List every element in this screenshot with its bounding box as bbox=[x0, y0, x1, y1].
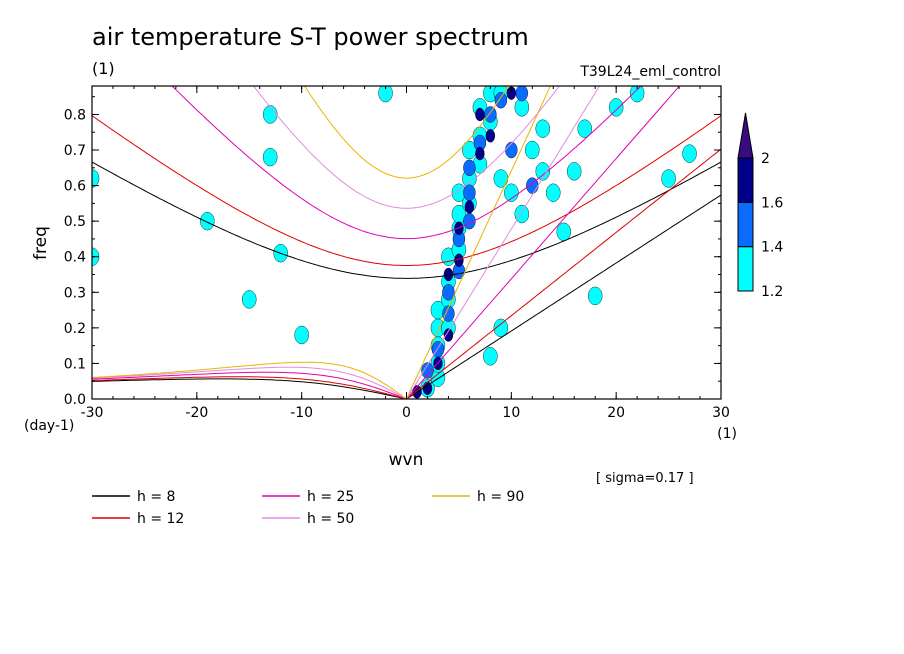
chart-title: air temperature S-T power spectrum bbox=[92, 23, 529, 51]
y-tick-label: 0.6 bbox=[64, 179, 86, 195]
contour-patch-1.4 bbox=[484, 106, 497, 123]
contour-patch-1.2 bbox=[483, 347, 498, 366]
contour-patch-1.6 bbox=[485, 129, 496, 143]
y-axis: 0.0 0.1 0.2 0.3 0.4 0.5 0.6 0.7 0.8 bbox=[64, 96, 721, 408]
contour-patch-1.2 bbox=[493, 318, 509, 338]
rossby-wave-h50 bbox=[92, 366, 407, 399]
y-tick-label: 0.2 bbox=[64, 321, 86, 337]
contour-patch-1.2 bbox=[577, 119, 592, 138]
y-tick-label: 0.3 bbox=[64, 285, 86, 301]
plot-frame bbox=[91, 85, 722, 400]
contour-patch-1.2 bbox=[294, 325, 309, 345]
legend-label: h = 25 bbox=[307, 489, 354, 505]
y-tick-label: 0.8 bbox=[64, 107, 86, 123]
rossby-wave-h8 bbox=[92, 378, 407, 399]
colorbar-label: 1.6 bbox=[761, 195, 783, 211]
y-tick-label: 0.0 bbox=[64, 392, 86, 408]
y-axis-unit: (day-1) bbox=[24, 418, 74, 434]
x-tick-label: -30 bbox=[81, 405, 104, 421]
contour-patch-1.2 bbox=[493, 169, 509, 188]
dispersion-curves bbox=[92, 86, 721, 399]
contour-patch-1.2 bbox=[682, 144, 697, 163]
contour-patch-1.2 bbox=[556, 222, 571, 242]
contour-patch-1.4 bbox=[505, 141, 518, 159]
y-tick-label: 0.5 bbox=[64, 214, 86, 230]
kelvin-wave-h12 bbox=[406, 148, 721, 399]
x-tick-label: 20 bbox=[607, 405, 625, 421]
x-axis-unit: (1) bbox=[717, 426, 737, 442]
contour-patch-1.4 bbox=[442, 284, 455, 301]
colorbar-label: 2 bbox=[761, 151, 770, 167]
contour-patch-1.2 bbox=[629, 86, 645, 103]
contour-patch-1.2 bbox=[378, 86, 393, 103]
colorbar-box bbox=[737, 157, 754, 203]
x-axis: -30 -20 -10 0 10 20 30 bbox=[81, 86, 730, 421]
contour-patch-1.6 bbox=[443, 328, 454, 342]
contour-patch-1.2 bbox=[525, 140, 540, 160]
colorbar-box bbox=[737, 201, 754, 248]
contour-patch-1.2 bbox=[263, 105, 278, 124]
colorbar-label: 1.2 bbox=[761, 284, 783, 300]
x-tick-label: 10 bbox=[502, 405, 520, 421]
contour-layer bbox=[92, 86, 697, 399]
contour-patch-1.2 bbox=[567, 162, 582, 181]
kelvin-wave-h25 bbox=[406, 86, 681, 399]
contour-patch-1.2 bbox=[242, 290, 257, 309]
contour-patch-1.4 bbox=[494, 92, 508, 109]
colorbar-box bbox=[737, 246, 754, 292]
chart-subtitle-right: T39L24_eml_control bbox=[579, 64, 721, 80]
x-tick-label: -20 bbox=[185, 405, 208, 421]
contour-patch-1.6 bbox=[475, 146, 485, 161]
contour-patch-1.2 bbox=[504, 183, 519, 202]
contour-patch-1.2 bbox=[92, 169, 100, 188]
y-tick-label: 0.7 bbox=[64, 143, 86, 159]
colorbar-arrow bbox=[737, 112, 754, 159]
gravity-wave-h8 bbox=[92, 161, 721, 279]
legend: h = 8 h = 12 h = 25 h = 50 h = 90 bbox=[92, 489, 524, 527]
kelvin-wave-h90 bbox=[406, 86, 551, 399]
contour-patch-1.4 bbox=[463, 159, 476, 177]
y-axis-label: freq bbox=[31, 226, 51, 260]
contour-patch-1.2 bbox=[608, 98, 624, 117]
gravity-wave-h25 bbox=[171, 86, 642, 240]
contour-patch-1.2 bbox=[200, 211, 215, 231]
contour-patch-1.2 bbox=[535, 162, 550, 181]
y-tick-label: 0.4 bbox=[64, 250, 86, 266]
kelvin-wave-h50 bbox=[406, 86, 601, 399]
contour-patch-1.2 bbox=[263, 147, 278, 167]
x-tick-label: 0 bbox=[402, 405, 411, 421]
contour-patch-1.2 bbox=[535, 119, 550, 138]
colorbar: 1.2 1.4 1.6 2 bbox=[737, 112, 783, 300]
kelvin-wave-h8 bbox=[406, 194, 721, 399]
legend-label: h = 8 bbox=[137, 489, 175, 505]
x-axis-label: wvn bbox=[389, 450, 424, 470]
contour-patch-1.2 bbox=[661, 169, 676, 188]
contour-patch-1.4 bbox=[463, 184, 476, 201]
x-tick-label: 30 bbox=[712, 405, 730, 421]
contour-patch-1.2 bbox=[546, 183, 561, 202]
contour-patch-1.6 bbox=[464, 200, 475, 214]
rossby-wave-h25 bbox=[92, 371, 407, 399]
colorbar-label: 1.4 bbox=[761, 240, 783, 256]
contour-patch-1.6 bbox=[475, 107, 485, 122]
y-tick-label: 0.1 bbox=[64, 356, 86, 372]
sigma-annotation: [ sigma=0.17 ] bbox=[596, 471, 694, 486]
contour-patch-1.2 bbox=[588, 286, 603, 306]
legend-label: h = 50 bbox=[307, 511, 354, 527]
rossby-wave-h90 bbox=[92, 361, 407, 399]
contour-patch-1.4 bbox=[421, 362, 434, 379]
legend-label: h = 90 bbox=[477, 489, 524, 505]
x-tick-label: -10 bbox=[290, 405, 313, 421]
contour-patch-1.4 bbox=[515, 86, 529, 102]
contour-patch-1.6 bbox=[454, 221, 464, 235]
contour-patch-1.4 bbox=[442, 305, 455, 322]
legend-label: h = 12 bbox=[137, 511, 184, 527]
gravity-wave-h50 bbox=[252, 86, 561, 209]
gravity-wave-h90 bbox=[304, 86, 509, 179]
gravity-wave-h12 bbox=[92, 115, 721, 266]
rossby-wave-h12 bbox=[92, 376, 407, 399]
chart-subtitle-left: (1) bbox=[92, 59, 115, 78]
